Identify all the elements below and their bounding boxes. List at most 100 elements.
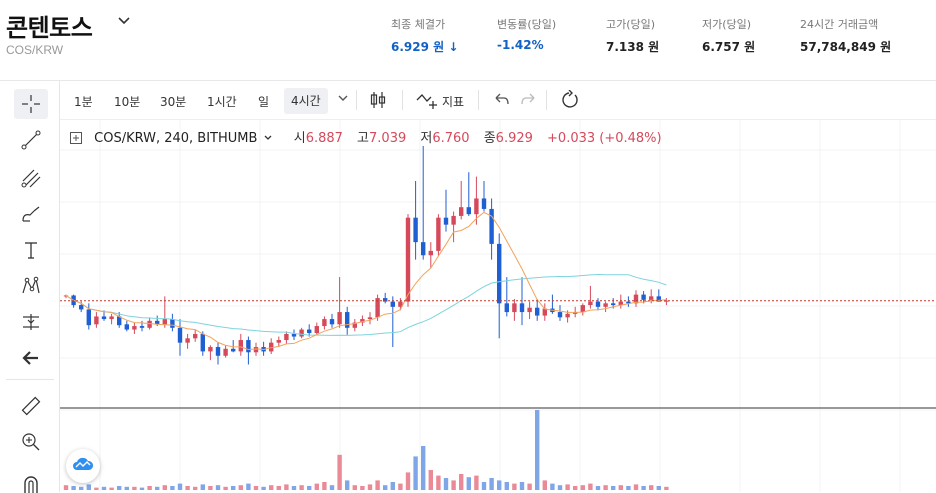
candle-body <box>162 319 167 325</box>
toolbar-divider <box>402 90 403 110</box>
price-chart[interactable] <box>60 120 936 492</box>
volume-bar <box>497 480 502 490</box>
volume-bar <box>557 485 563 490</box>
volume-bar <box>223 486 228 490</box>
moving-average-long <box>65 273 667 336</box>
candles <box>63 146 669 365</box>
undo-icon[interactable] <box>492 90 510 112</box>
volume-bar <box>139 487 145 490</box>
crosshair-icon[interactable] <box>14 89 48 119</box>
candle-body <box>565 313 570 318</box>
timeframe-1h[interactable]: 1시간 <box>207 95 237 109</box>
indicator-button[interactable]: 지표 <box>442 95 465 109</box>
volume-bar <box>71 486 76 490</box>
plus-square-icon[interactable] <box>70 132 82 148</box>
legend-symbol[interactable]: COS/KRW, 240, BITHUMB <box>94 131 258 146</box>
volume-bar <box>383 485 388 490</box>
volume-bar <box>428 470 433 490</box>
volume-bar <box>443 478 449 490</box>
volume-bar <box>185 486 190 490</box>
candle-body <box>481 198 487 209</box>
candle-body <box>649 296 654 300</box>
text-tool-icon[interactable] <box>14 235 48 265</box>
candle-body <box>109 316 114 320</box>
candle-body <box>421 242 426 256</box>
stat-value: 6.929 원 ↓ <box>391 40 459 54</box>
volume-bar <box>162 485 167 490</box>
candle-body <box>497 243 502 304</box>
volume-bar <box>481 482 487 490</box>
toolbar-divider <box>546 90 547 110</box>
candle-body <box>580 305 585 313</box>
coin-header: 콘텐토스 COS/KRW 최종 체결가 6.929 원 ↓ 변동률(당일) -1… <box>0 0 936 80</box>
back-arrow-icon[interactable] <box>14 343 48 373</box>
pitchfork-icon[interactable] <box>14 163 48 193</box>
volume-bar <box>352 485 357 490</box>
moving-average-short <box>65 211 667 351</box>
stat-value: 7.138 원 <box>606 40 660 54</box>
candle-body <box>504 303 509 313</box>
chart-grid <box>60 120 936 492</box>
refresh-icon[interactable] <box>560 89 580 114</box>
candle-body <box>299 329 304 337</box>
candle-body <box>375 298 380 318</box>
candle-body <box>200 333 205 352</box>
candle-body <box>185 338 190 343</box>
stat-high: 고가(당일) 7.138 원 <box>606 16 659 55</box>
volume-bar <box>664 486 669 490</box>
candle-body <box>322 319 327 327</box>
candle-body <box>595 301 601 307</box>
brush-icon[interactable] <box>14 199 48 229</box>
candle-body <box>527 307 532 313</box>
volume-bar <box>337 454 342 490</box>
candle-body <box>139 326 145 328</box>
chevron-down-icon[interactable] <box>264 130 272 145</box>
volume-bar <box>405 472 411 490</box>
stat-value: 57,784,849 원 <box>800 40 892 54</box>
candle-body <box>611 303 616 306</box>
chevron-down-icon[interactable] <box>118 14 130 29</box>
timeframe-30m[interactable]: 30분 <box>160 95 187 109</box>
volume-bar <box>588 483 593 490</box>
volume-bar <box>117 486 122 490</box>
redo-icon[interactable] <box>520 90 538 112</box>
tradingview-logo-button[interactable] <box>66 449 100 483</box>
volume-bar <box>474 475 479 490</box>
candle-body <box>451 215 456 225</box>
volume-bar <box>299 485 304 490</box>
candle-body <box>253 347 259 353</box>
candle-body <box>656 296 661 302</box>
trend-line-icon[interactable] <box>14 125 48 155</box>
candle-body <box>291 333 297 337</box>
magnet-icon[interactable] <box>14 473 48 493</box>
candle-body <box>633 294 639 304</box>
timeframe-10m[interactable]: 10분 <box>114 95 141 109</box>
timeframe-1m[interactable]: 1분 <box>74 95 93 109</box>
chevron-down-icon[interactable] <box>338 90 348 110</box>
timeframe-day[interactable]: 일 <box>258 95 270 109</box>
timeframe-4h[interactable]: 4시간 <box>284 88 328 114</box>
volume-bar <box>345 480 350 490</box>
volume-bar <box>284 484 289 490</box>
measure-icon[interactable] <box>14 307 48 337</box>
volume-bar <box>451 480 456 490</box>
indicator-icon[interactable] <box>416 90 438 114</box>
candle-type-icon[interactable] <box>370 90 386 114</box>
candle-body <box>512 303 517 313</box>
candle-body <box>284 333 289 341</box>
zoom-in-icon[interactable] <box>14 427 48 457</box>
volume-bar <box>291 486 297 490</box>
candle-body <box>329 319 335 325</box>
drawing-toolbar <box>0 80 60 493</box>
volume-bar <box>238 485 243 490</box>
chart-toolbar: 1분 10분 30분 1시간 일 4시간 지표 <box>60 80 936 120</box>
legend-change: +0.033 (+0.48%) <box>547 131 662 146</box>
coin-name[interactable]: 콘텐토스 <box>6 14 93 42</box>
candle-body <box>269 342 274 352</box>
volume-bar <box>231 486 236 490</box>
pattern-icon[interactable] <box>14 271 48 301</box>
candle-body <box>588 301 593 306</box>
legend-low-label: 저 <box>420 131 433 146</box>
ruler-icon[interactable] <box>14 391 48 421</box>
stat-24h-volume: 24시간 거래금액 57,784,849 원 <box>800 16 891 55</box>
